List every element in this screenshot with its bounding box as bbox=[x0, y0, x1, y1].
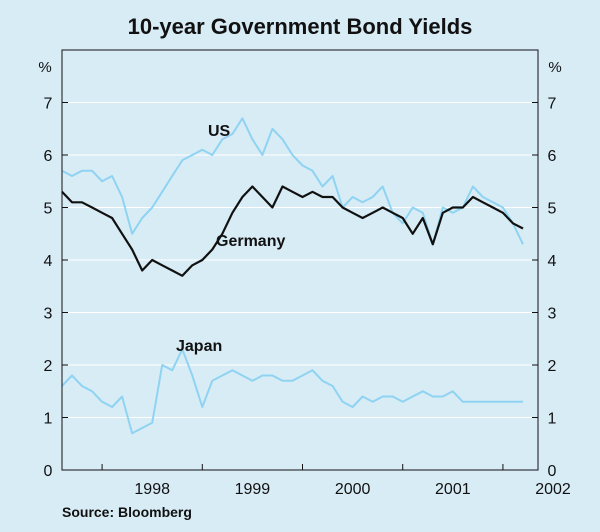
y-tick-label-right: 4 bbox=[548, 253, 557, 270]
x-tick-label: 2002 bbox=[535, 481, 571, 498]
y-tick-label-right: 2 bbox=[548, 358, 557, 375]
label-japan: Japan bbox=[176, 338, 222, 355]
y-tick-label-right: 3 bbox=[548, 306, 557, 323]
y-tick-label-right: 7 bbox=[548, 96, 557, 113]
y-unit-left: % bbox=[38, 59, 51, 76]
y-tick-label-left: 0 bbox=[44, 463, 53, 480]
y-tick-label-right: 6 bbox=[548, 148, 557, 165]
y-tick-label-left: 3 bbox=[44, 306, 53, 323]
y-ticks: 0 0 1 1 2 2 3 3 4 4 5 5 6 6 7 7 bbox=[44, 96, 557, 481]
y-tick-label-right: 1 bbox=[548, 411, 557, 428]
y-tick-label-left: 4 bbox=[44, 253, 53, 270]
y-tick-label-right: 5 bbox=[548, 201, 557, 218]
y-tick-label-left: 5 bbox=[44, 201, 53, 218]
y-unit-right: % bbox=[548, 59, 561, 76]
grid-lines bbox=[62, 102, 538, 418]
x-tick-label: 2001 bbox=[435, 481, 471, 498]
y-tick-label-left: 2 bbox=[44, 358, 53, 375]
y-tick-label-left: 7 bbox=[44, 96, 53, 113]
label-germany: Germany bbox=[216, 233, 285, 250]
source-note: Source: Bloomberg bbox=[62, 504, 192, 520]
y-tick-label-right: 0 bbox=[548, 463, 557, 480]
y-tick-label-left: 6 bbox=[44, 148, 53, 165]
series-line-us bbox=[61, 117, 524, 246]
series-line-japan bbox=[61, 348, 523, 435]
series-lines bbox=[61, 117, 524, 435]
x-tick-label: 2000 bbox=[335, 481, 371, 498]
chart-title: 10-year Government Bond Yields bbox=[127, 14, 473, 39]
x-tick-label: 1999 bbox=[235, 481, 271, 498]
x-tick-label: 1998 bbox=[134, 481, 170, 498]
x-ticks: 1998 1999 2000 2001 2002 bbox=[101, 464, 571, 498]
label-us: US bbox=[208, 123, 231, 140]
y-tick-label-left: 1 bbox=[44, 411, 53, 428]
series-line-germany bbox=[61, 185, 524, 277]
